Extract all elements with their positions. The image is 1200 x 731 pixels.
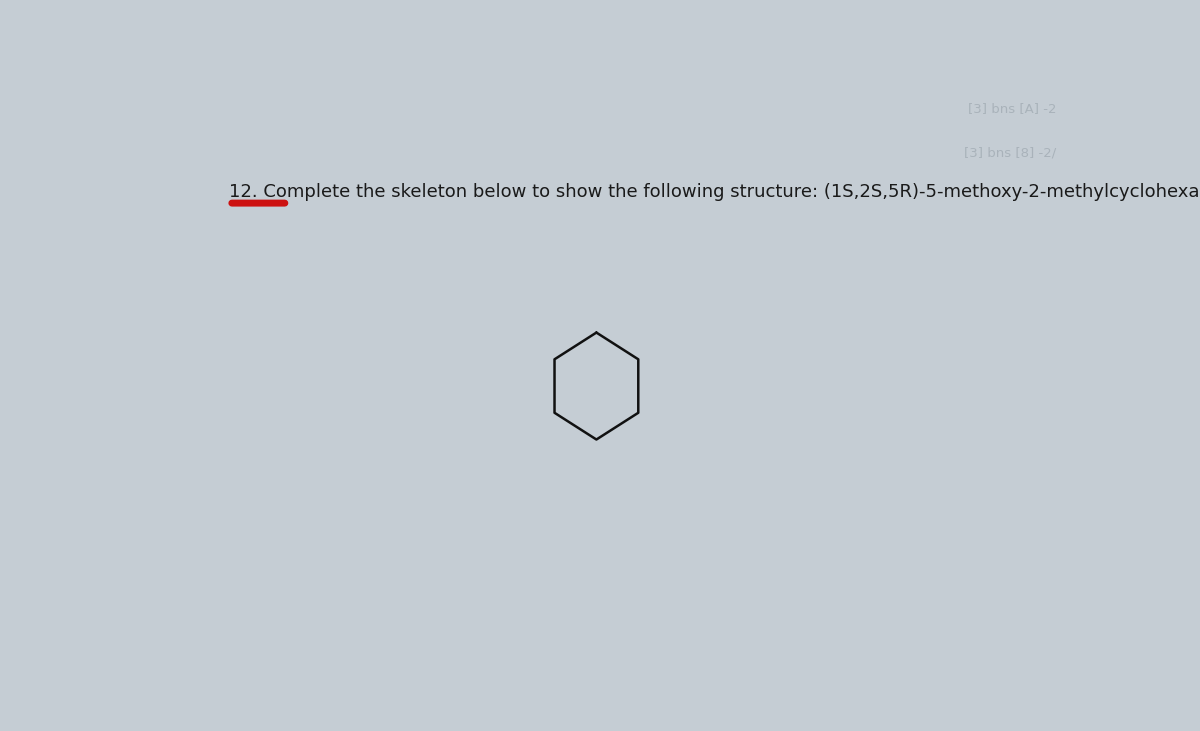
Text: [3] bns [8] -2/: [3] bns [8] -2/ xyxy=(965,147,1057,160)
Text: [3] bns [A] -2: [3] bns [A] -2 xyxy=(968,102,1057,115)
Text: 12. Complete the skeleton below to show the following structure: (1S,2S,5R)-5-me: 12. Complete the skeleton below to show … xyxy=(229,183,1200,202)
